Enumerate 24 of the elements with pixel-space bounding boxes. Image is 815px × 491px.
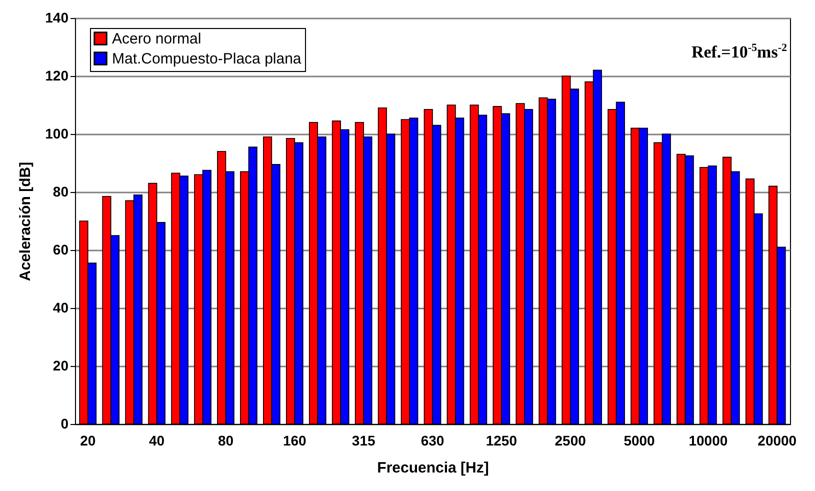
y-tick-label: 60 — [52, 242, 69, 258]
y-tick-label: 120 — [45, 68, 69, 84]
x-tick-label: 5000 — [624, 432, 656, 448]
y-tick-label: 40 — [52, 300, 69, 316]
x-tick-label: 1250 — [486, 432, 518, 448]
x-axis-title: Frecuencia [Hz] — [377, 460, 489, 476]
y-axis-title: Aceleración [dB] — [17, 162, 34, 282]
x-tick-label: 10000 — [688, 432, 728, 448]
x-tick-label: 630 — [420, 432, 444, 448]
x-tick-label: 160 — [282, 432, 307, 448]
y-tick-label: 0 — [60, 416, 69, 432]
legend-label: Acero normal — [112, 30, 202, 48]
y-tick-label: 140 — [45, 10, 69, 26]
y-tick-label: 80 — [52, 184, 69, 200]
x-tick-label: 20 — [80, 432, 96, 448]
y-tick-label: 20 — [52, 358, 69, 374]
legend-label: Mat.Compuesto-Placa plana — [112, 50, 302, 68]
x-tick-label: 315 — [352, 432, 376, 448]
x-tick-label: 80 — [218, 432, 234, 448]
y-tick-label: 100 — [45, 126, 69, 142]
x-tick-label: 2500 — [554, 432, 586, 448]
x-tick-label: 20000 — [758, 432, 797, 448]
x-tick-label: 40 — [149, 432, 165, 448]
reference-note: Ref.=10$^{-5}$ms$^{-2}$ — [691, 42, 787, 63]
